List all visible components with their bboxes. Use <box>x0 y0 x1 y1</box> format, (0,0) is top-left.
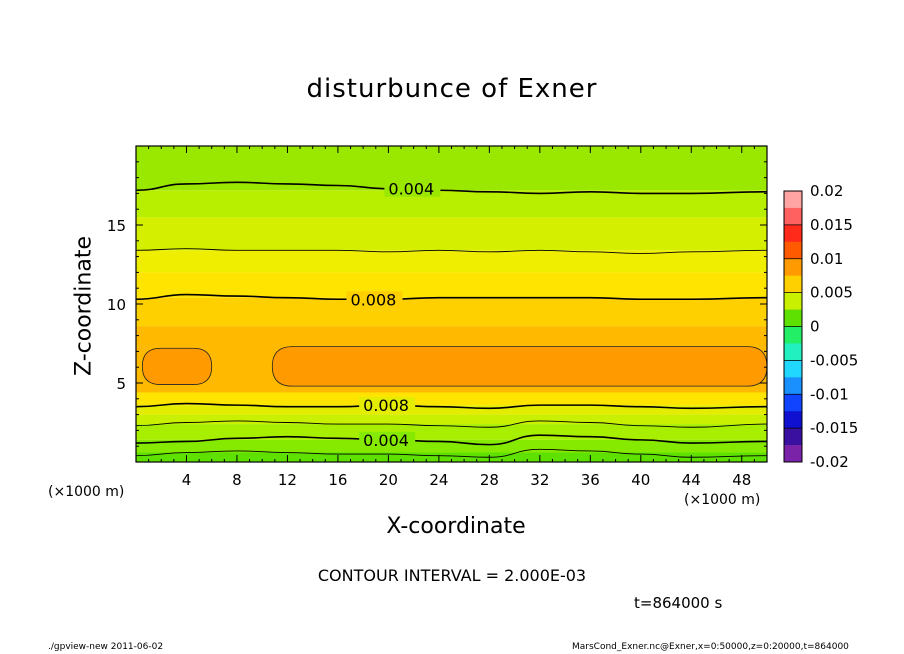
x-tick-label: 28 <box>480 471 499 489</box>
contour-line-5 <box>135 434 768 446</box>
colorbar-tick-label: 0.015 <box>810 216 853 234</box>
core-region-0 <box>141 347 213 385</box>
colorbar-swatch <box>784 258 802 276</box>
band-7 <box>136 297 767 327</box>
colorbar-swatch <box>784 343 802 361</box>
contour-line-4 <box>135 420 768 428</box>
colorbar-swatch <box>784 292 802 310</box>
band-12 <box>136 146 767 191</box>
colorbar-swatch <box>784 411 802 429</box>
band-9 <box>136 250 767 273</box>
band-2 <box>136 424 767 440</box>
band-0 <box>136 452 767 462</box>
colorbar-swatch <box>784 326 802 344</box>
colorbar-swatch <box>784 394 802 412</box>
band-1 <box>136 439 767 453</box>
x-axis-label: X-coordinate <box>386 514 526 539</box>
band-5 <box>136 392 767 406</box>
y-axis-label: Z-coordinate <box>71 236 97 376</box>
colorbar-tick-label: -0.005 <box>810 351 858 369</box>
x-tick-label: 8 <box>232 471 242 489</box>
colorbar-swatch <box>784 377 802 395</box>
x-tick-label: 44 <box>682 471 701 489</box>
x-tick-label: 12 <box>278 471 297 489</box>
y-tick-label: 5 <box>116 375 126 393</box>
colorbar-tick-label: -0.01 <box>810 385 849 403</box>
band-8 <box>136 272 767 298</box>
band-3 <box>136 414 767 425</box>
contour-label-0: 0.004 <box>388 180 434 199</box>
footer-program: ./gpview-new 2011-06-02 <box>48 642 164 652</box>
footer-source: MarsCond_Exner.nc@Exner,x=0:50000,z=0:20… <box>572 642 849 652</box>
contour-lines: 0.004 0.008 0.008 0.004 <box>135 180 768 458</box>
x-tick-label: 16 <box>328 471 347 489</box>
colorbar-swatch <box>784 275 802 293</box>
contour-label-2: 0.008 <box>351 290 397 309</box>
colorbar-swatch <box>784 224 802 243</box>
time-label: t=864000 s <box>634 594 723 612</box>
colorbar-swatch <box>784 309 802 327</box>
colorbar-tick-label: -0.015 <box>810 419 858 437</box>
colorbar-swatch <box>784 360 802 378</box>
chart-title: disturbunce of Exner <box>306 74 598 104</box>
contour-label-bg-2 <box>346 291 403 308</box>
x-tick-label: 36 <box>581 471 600 489</box>
core-region-1 <box>271 346 767 387</box>
x-tick-label: 24 <box>429 471 448 489</box>
colorbar-swatch <box>784 428 802 446</box>
colorbar-tick-label: 0.01 <box>810 250 843 268</box>
plot-area <box>136 146 767 462</box>
y-tick-label: 15 <box>107 217 126 235</box>
contour-label-bg-5 <box>359 431 416 448</box>
y-tick-label: 10 <box>107 296 126 314</box>
contour-label-bg-0 <box>384 180 441 197</box>
x-tick-label: 40 <box>631 471 650 489</box>
colorbar-tick-label: 0.005 <box>810 284 853 302</box>
colorbar-swatch <box>784 191 802 209</box>
band-10 <box>136 217 767 251</box>
x-unit-label-right: (×1000 m) <box>684 492 761 508</box>
contour-label-5: 0.004 <box>363 431 409 450</box>
contour-label-bg-3 <box>359 397 416 414</box>
x-tick-label: 32 <box>530 471 549 489</box>
band-11 <box>136 190 767 218</box>
colorbar-tick-label: 0 <box>810 318 820 336</box>
contour-label-3: 0.008 <box>363 396 409 415</box>
contour-line-3 <box>135 402 768 410</box>
band-4 <box>136 405 767 415</box>
contour-line-2 <box>135 293 768 301</box>
x-unit-label-left: (×1000 m) <box>48 484 125 500</box>
x-tick-label: 4 <box>182 471 192 489</box>
colorbar-swatch <box>784 445 802 463</box>
contour-line-1 <box>135 248 768 254</box>
colorbar-tick-label: 0.02 <box>810 182 843 200</box>
colorbar-swatch <box>784 207 802 226</box>
contour-interval: CONTOUR INTERVAL = 2.000E-03 <box>317 566 587 585</box>
colorbar: 0.02 0.015 0.01 0.005 0 -0.005 -0.01 -0.015 -0.0… <box>783 182 858 471</box>
colorbar-swatch <box>784 241 802 260</box>
x-tick-label: 48 <box>732 471 751 489</box>
x-tick-label: 20 <box>379 471 398 489</box>
colorbar-tick-label: -0.02 <box>810 453 849 471</box>
